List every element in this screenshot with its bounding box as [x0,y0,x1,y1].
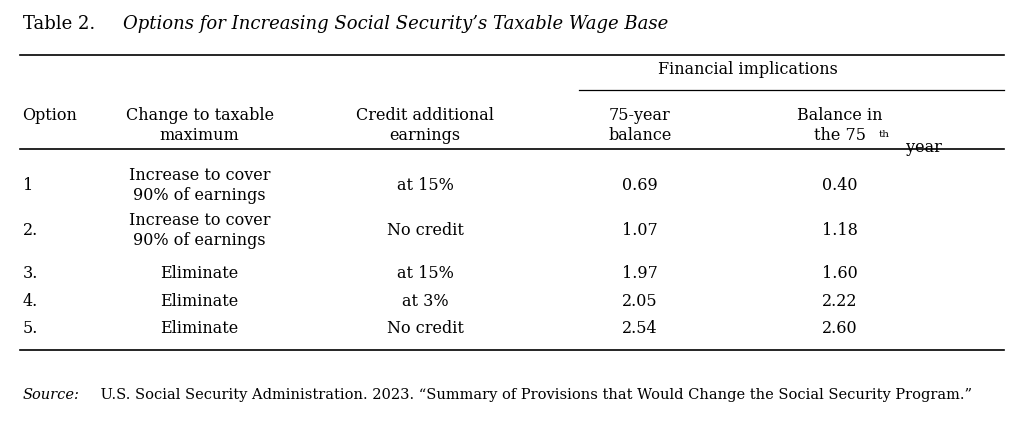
Text: 0.69: 0.69 [623,177,657,194]
Text: 75-year
balance: 75-year balance [608,107,672,144]
Text: 4.: 4. [23,293,38,310]
Text: Balance in
the 75: Balance in the 75 [797,107,883,144]
Text: Table 2.: Table 2. [23,15,100,33]
Text: year: year [901,139,942,156]
Text: Increase to cover
90% of earnings: Increase to cover 90% of earnings [129,212,270,249]
Text: No credit: No credit [386,222,464,239]
Text: Options for Increasing Social Security’s Taxable Wage Base: Options for Increasing Social Security’s… [123,15,669,33]
Text: No credit: No credit [386,320,464,337]
Text: 1.60: 1.60 [822,265,857,281]
Text: at 15%: at 15% [396,177,454,194]
Text: Source:: Source: [23,388,80,402]
Text: Eliminate: Eliminate [161,293,239,310]
Text: 2.: 2. [23,222,38,239]
Text: 3.: 3. [23,265,38,281]
Text: Change to taxable
maximum: Change to taxable maximum [126,107,273,144]
Text: U.S. Social Security Administration. 2023. “Summary of Provisions that Would Cha: U.S. Social Security Administration. 202… [96,388,972,402]
Text: Eliminate: Eliminate [161,265,239,281]
Text: Financial implications: Financial implications [657,62,838,78]
Text: Increase to cover
90% of earnings: Increase to cover 90% of earnings [129,167,270,204]
Text: 1.07: 1.07 [623,222,657,239]
Text: 5.: 5. [23,320,38,337]
Text: 2.05: 2.05 [623,293,657,310]
Text: Option: Option [23,107,78,124]
Text: 1.18: 1.18 [821,222,858,239]
Text: at 15%: at 15% [396,265,454,281]
Text: 0.40: 0.40 [822,177,857,194]
Text: 1.97: 1.97 [622,265,658,281]
Text: 2.60: 2.60 [822,320,857,337]
Text: 1: 1 [23,177,33,194]
Text: 2.22: 2.22 [822,293,857,310]
Text: 2.54: 2.54 [623,320,657,337]
Text: at 3%: at 3% [401,293,449,310]
Text: th: th [879,130,890,139]
Text: Eliminate: Eliminate [161,320,239,337]
Text: Credit additional
earnings: Credit additional earnings [356,107,494,144]
